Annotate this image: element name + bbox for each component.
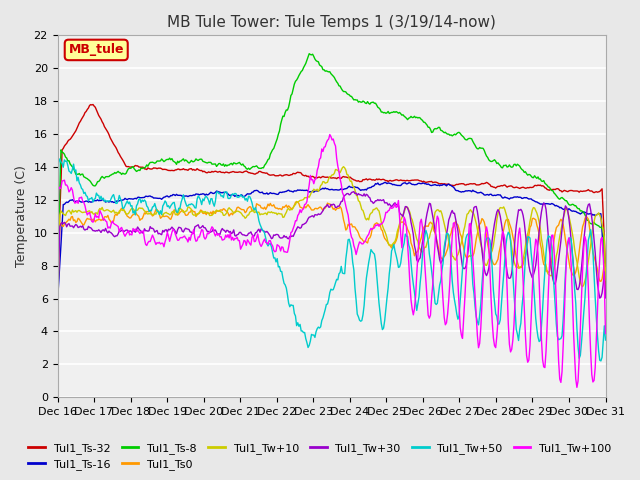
- Tul1_Ts-8: [305, 51, 313, 57]
- Tul1_Tw+100: [552, 300, 560, 305]
- Tul1_Tw+10: [224, 206, 232, 212]
- Y-axis label: Temperature (C): Temperature (C): [15, 166, 28, 267]
- Tul1_Ts-16: [388, 181, 396, 187]
- Tul1_Ts-16: [458, 189, 465, 195]
- Tul1_Tw+30: [458, 257, 465, 263]
- Tul1_Ts-8: [552, 193, 560, 199]
- Tul1_Ts-16: [224, 191, 232, 197]
- Tul1_Tw+30: [54, 309, 61, 314]
- Tul1_Ts0: [54, 306, 61, 312]
- Tul1_Tw+10: [602, 277, 609, 283]
- Tul1_Tw+50: [552, 321, 560, 327]
- Tul1_Tw+30: [552, 276, 560, 282]
- Tul1_Ts-8: [285, 104, 292, 110]
- Tul1_Tw+30: [388, 204, 396, 210]
- Tul1_Ts-8: [458, 132, 465, 138]
- Tul1_Ts-8: [388, 109, 396, 115]
- Tul1_Ts0: [285, 203, 292, 209]
- Tul1_Tw+50: [597, 358, 605, 364]
- Tul1_Ts-32: [602, 264, 609, 270]
- Tul1_Tw+100: [326, 132, 333, 137]
- Tul1_Ts-32: [458, 181, 465, 187]
- Tul1_Tw+30: [224, 228, 232, 234]
- Line: Tul1_Tw+100: Tul1_Tw+100: [58, 134, 605, 387]
- Tul1_Tw+100: [573, 384, 580, 390]
- Tul1_Ts0: [602, 291, 609, 297]
- Tul1_Ts-8: [362, 100, 369, 106]
- Tul1_Tw+30: [362, 193, 369, 199]
- Tul1_Ts-8: [224, 162, 232, 168]
- Tul1_Ts0: [552, 225, 560, 231]
- Tul1_Ts-32: [225, 170, 233, 176]
- Tul1_Tw+10: [458, 240, 465, 246]
- Line: Tul1_Ts-32: Tul1_Ts-32: [58, 105, 605, 276]
- Tul1_Ts-32: [388, 178, 396, 184]
- Line: Tul1_Ts-16: Tul1_Ts-16: [58, 182, 605, 302]
- Tul1_Ts-16: [360, 187, 368, 193]
- Tul1_Tw+100: [458, 332, 465, 338]
- Tul1_Ts-32: [362, 177, 369, 182]
- Tul1_Ts-32: [89, 102, 97, 108]
- Tul1_Tw+100: [285, 244, 292, 250]
- Tul1_Tw+50: [56, 156, 63, 162]
- Title: MB Tule Tower: Tule Temps 1 (3/19/14-now): MB Tule Tower: Tule Temps 1 (3/19/14-now…: [167, 15, 496, 30]
- Legend: Tul1_Ts-32, Tul1_Ts-16, Tul1_Ts-8, Tul1_Ts0, Tul1_Tw+10, Tul1_Tw+30, Tul1_Tw+50,: Tul1_Ts-32, Tul1_Ts-16, Tul1_Ts-8, Tul1_…: [24, 438, 616, 474]
- Tul1_Tw+50: [225, 196, 233, 202]
- Line: Tul1_Ts0: Tul1_Ts0: [58, 202, 605, 309]
- Tul1_Ts-32: [552, 186, 560, 192]
- Tul1_Tw+50: [362, 287, 369, 293]
- Tul1_Tw+10: [340, 164, 348, 169]
- Tul1_Ts0: [362, 238, 369, 244]
- Tul1_Ts-16: [381, 180, 388, 185]
- Tul1_Ts-8: [602, 282, 609, 288]
- Line: Tul1_Tw+50: Tul1_Tw+50: [58, 159, 605, 361]
- Tul1_Tw+50: [286, 304, 294, 310]
- Tul1_Tw+50: [388, 248, 396, 254]
- Tul1_Tw+100: [388, 205, 396, 211]
- Tul1_Tw+50: [602, 337, 609, 343]
- Tul1_Tw+30: [602, 295, 609, 301]
- Tul1_Ts-16: [602, 284, 609, 290]
- Tul1_Ts0: [458, 233, 465, 239]
- Tul1_Ts-32: [54, 273, 61, 278]
- Tul1_Tw+10: [388, 242, 396, 248]
- Tul1_Ts-8: [54, 270, 61, 276]
- Text: MB_tule: MB_tule: [68, 43, 124, 57]
- Line: Tul1_Ts-8: Tul1_Ts-8: [58, 54, 605, 285]
- Tul1_Ts0: [224, 210, 232, 216]
- Tul1_Tw+30: [285, 236, 292, 241]
- Tul1_Ts-16: [552, 203, 560, 208]
- Tul1_Tw+10: [54, 303, 61, 309]
- Tul1_Ts-16: [285, 187, 292, 193]
- Tul1_Tw+100: [602, 331, 609, 336]
- Tul1_Tw+10: [552, 253, 560, 259]
- Tul1_Tw+50: [458, 283, 465, 289]
- Line: Tul1_Tw+30: Tul1_Tw+30: [58, 192, 605, 312]
- Tul1_Tw+30: [350, 189, 358, 194]
- Tul1_Tw+10: [285, 206, 292, 212]
- Tul1_Ts0: [292, 199, 300, 204]
- Tul1_Tw+100: [54, 253, 61, 259]
- Line: Tul1_Tw+10: Tul1_Tw+10: [58, 167, 605, 306]
- Tul1_Tw+10: [362, 216, 369, 221]
- Tul1_Tw+50: [54, 240, 61, 246]
- Tul1_Tw+100: [224, 232, 232, 238]
- Tul1_Tw+100: [362, 239, 369, 244]
- Tul1_Ts0: [388, 245, 396, 251]
- Tul1_Ts-16: [54, 299, 61, 305]
- Tul1_Ts-32: [286, 172, 294, 178]
